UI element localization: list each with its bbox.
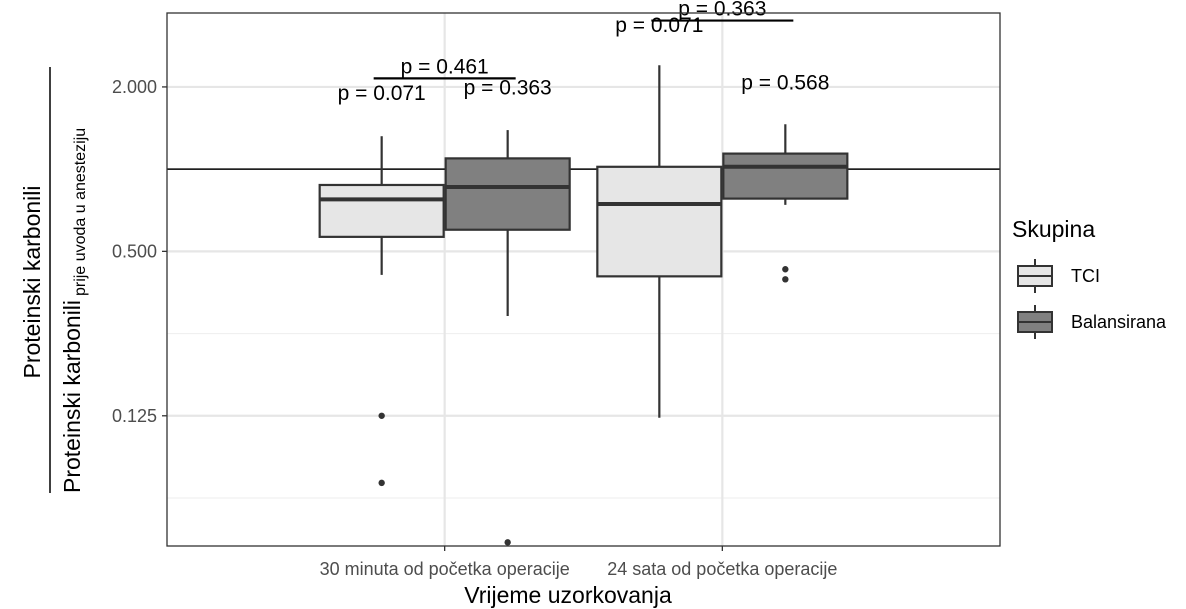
box-layer (318, 65, 849, 546)
box-body (318, 183, 445, 238)
y-tick-label: 0.500 (112, 241, 157, 261)
legend-items: TCI Balansirana (1017, 259, 1167, 339)
box-body (722, 152, 849, 200)
p-value-label: p = 0.461 (401, 55, 489, 78)
y-axis-title: Proteinski karbonili Proteinski karbonil… (19, 67, 89, 493)
box-balansirana-1 (444, 130, 571, 546)
outlier-point (378, 479, 385, 487)
legend-label: Balansirana (1071, 312, 1167, 332)
outlier-point (782, 266, 789, 273)
p-value-label: p = 0.071 (338, 82, 426, 105)
p-value-label: p = 0.071 (615, 14, 703, 37)
axis-layer: 0.125 0.500 2.000 30 minuta od početka oper… (112, 77, 837, 579)
y-axis-title-denominator: Proteinski karbonili prije uvoda u aneste… (59, 128, 89, 493)
x-tick-label: 24 sata od početka operacije (607, 559, 837, 579)
outlier-point (378, 412, 385, 419)
y-tick-label: 0.125 (112, 406, 157, 426)
legend: Skupina TCI Balansirana (1012, 216, 1167, 339)
y-axis-title-numerator: Proteinski karbonili (19, 185, 45, 378)
outlier-point (504, 539, 511, 546)
y-tick-label: 2.000 (112, 77, 157, 97)
box-body (596, 165, 723, 278)
box-tci-1 (318, 136, 445, 487)
legend-item-balansirana: Balansirana (1017, 305, 1167, 339)
box-balansirana-2 (722, 124, 849, 283)
box-tci-2 (596, 65, 723, 418)
legend-label: TCI (1071, 266, 1100, 286)
x-axis-title: Vrijeme uzorkovanja (464, 582, 672, 608)
plot-panel-border (166, 12, 1001, 547)
legend-item-tci: TCI (1017, 259, 1100, 293)
p-value-label: p = 0.568 (741, 71, 829, 94)
p-value-label: p = 0.363 (464, 76, 552, 99)
box-body (444, 157, 571, 231)
p-value-label: p = 0.363 (678, 0, 766, 21)
y-axis-denominator-subscript: prije uvoda u anesteziju (72, 128, 89, 296)
y-axis-denominator-main: Proteinski karbonili (59, 300, 85, 493)
x-tick-label: 30 minuta od početka operacije (320, 559, 570, 579)
legend-title: Skupina (1012, 216, 1095, 242)
outlier-point (782, 276, 789, 283)
